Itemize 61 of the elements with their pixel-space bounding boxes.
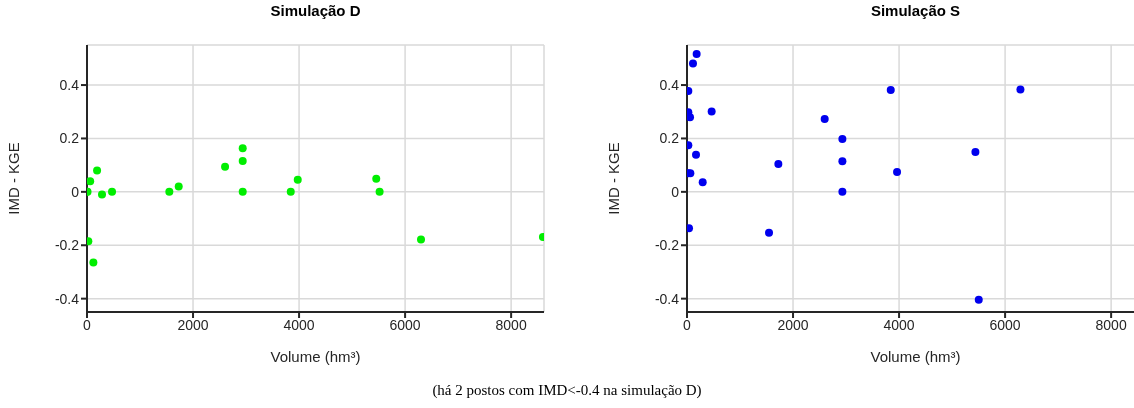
point [688, 59, 697, 68]
point [707, 107, 716, 116]
point [221, 162, 230, 171]
y-tick-label: 0 [71, 183, 80, 200]
x-tick-label: 8000 [1095, 316, 1127, 333]
point [820, 114, 829, 123]
point [238, 156, 247, 165]
y-axis-title: IMD - KGE [605, 142, 623, 215]
y-axis-title: IMD - KGE [5, 142, 23, 215]
point [886, 86, 895, 95]
chart-title: Simulação S [869, 2, 962, 19]
y-tick-label: 0.4 [659, 77, 680, 94]
y-tick-label: -0.2 [54, 237, 80, 254]
text: (há 2 postos com IMD<-0.4 na simulação D) [431, 382, 703, 399]
point [98, 190, 106, 199]
chart-title: Simulação D [269, 2, 362, 19]
x-tick-label: 8000 [495, 316, 527, 333]
y-tick-label: -0.4 [654, 290, 680, 307]
point [372, 174, 381, 183]
point [765, 228, 774, 237]
x-tick-label: 6000 [389, 316, 421, 333]
point [174, 182, 183, 191]
point [692, 150, 701, 159]
point [93, 166, 102, 175]
y-tick-label: -0.2 [654, 237, 680, 254]
point [687, 224, 694, 233]
y-tick-label: 0.2 [659, 130, 680, 147]
point [838, 134, 847, 143]
point [238, 187, 247, 196]
point [286, 187, 295, 196]
x-tick-label: 0 [683, 316, 692, 333]
y-tick-label: -0.4 [54, 290, 80, 307]
point [108, 187, 117, 196]
x-tick-label: 4000 [883, 316, 915, 333]
x-axis-title: Volume (hm³) [870, 348, 961, 365]
point [687, 113, 695, 122]
point [375, 187, 384, 196]
y-tick-label: 0.4 [59, 77, 80, 94]
point [838, 187, 847, 196]
x-tick-label: 6000 [989, 316, 1021, 333]
point [238, 144, 247, 153]
y-tick-label: 0.2 [59, 130, 80, 147]
point [974, 295, 983, 304]
point [165, 187, 174, 196]
point [893, 168, 902, 177]
point [417, 235, 425, 244]
y-tick-label: 0 [671, 183, 680, 200]
point [774, 160, 783, 169]
point [293, 175, 302, 184]
x-axis-title: Volume (hm³) [270, 348, 361, 365]
point [87, 177, 95, 186]
x-tick-label: 2000 [177, 316, 209, 333]
point [838, 157, 847, 166]
x-tick-label: 0 [83, 316, 92, 333]
point [692, 50, 701, 59]
x-tick-label: 2000 [777, 316, 809, 333]
point [971, 148, 980, 157]
point [698, 178, 707, 187]
point [1016, 85, 1025, 94]
point [89, 258, 98, 267]
x-tick-label: 4000 [283, 316, 315, 333]
